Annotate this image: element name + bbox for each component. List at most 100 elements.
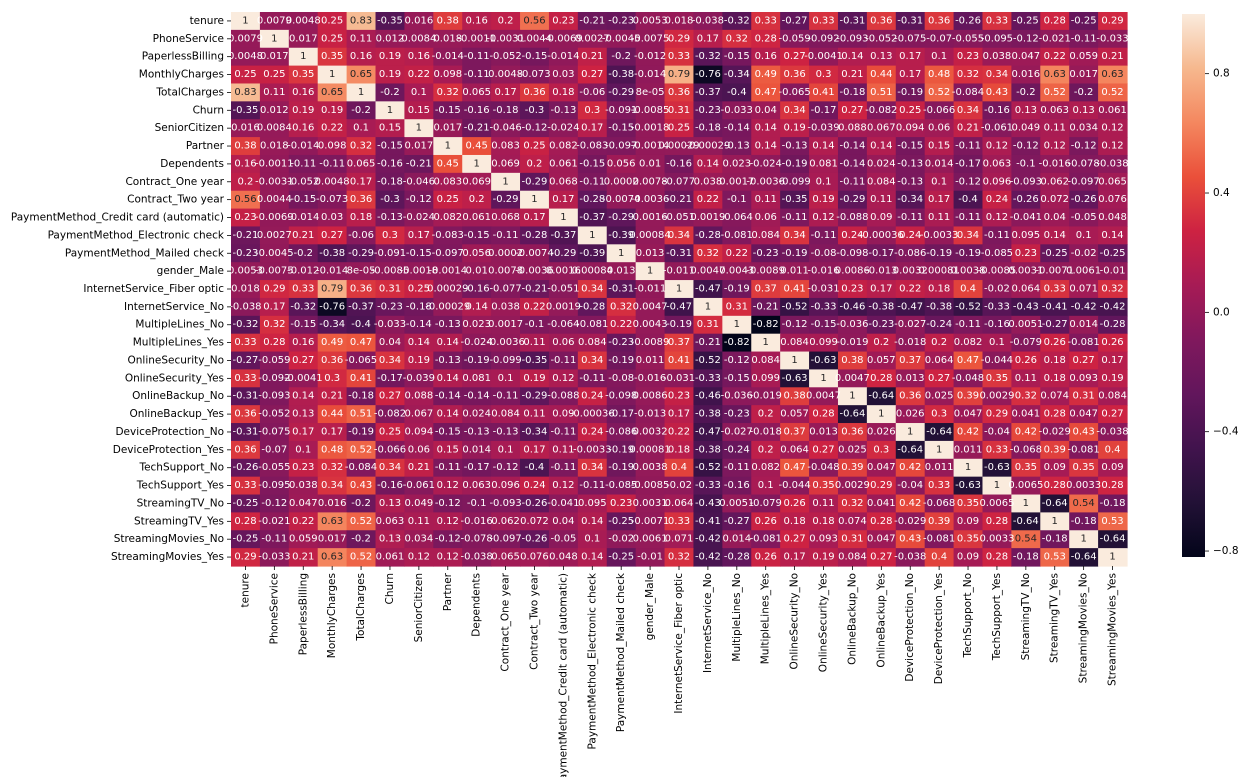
heatmap-cell (837, 65, 868, 85)
heatmap-cell (1098, 154, 1128, 174)
heatmap-cell-label: 0.56 (234, 194, 256, 205)
x-tick-label: DeviceProtection_Yes (933, 573, 945, 684)
heatmap-cell-label: 0.025 (838, 444, 867, 455)
heatmap-cell-label: -0.63 (782, 373, 808, 384)
heatmap-cell (577, 65, 608, 85)
heatmap-cell-label: 0.14 (870, 141, 892, 152)
heatmap-cell (693, 12, 723, 31)
heatmap-cell-label: 0.28 (1044, 409, 1066, 420)
heatmap-cell (231, 190, 261, 210)
heatmap-cell-label: 0.014 (462, 444, 491, 455)
heatmap-cell-label: -0.081 (750, 534, 782, 545)
heatmap-cell-label: 0.16 (234, 158, 256, 169)
heatmap-cell-label: 0.28 (234, 516, 256, 527)
heatmap-cell (809, 29, 839, 49)
heatmap-cell-label: -0.13 (550, 105, 576, 116)
heatmap-cell-label: -0.11 (955, 319, 981, 330)
heatmap-cell-label: 0.04 (379, 337, 401, 348)
heatmap-cell-label: 0.0048 (315, 176, 350, 187)
heatmap-cell (433, 226, 463, 245)
heatmap-cell (1069, 47, 1099, 67)
heatmap-cell-label: 1 (416, 123, 422, 134)
heatmap-cell-label: 0.19 (292, 105, 314, 116)
heatmap-cell (491, 208, 521, 228)
y-tick-label: DeviceProtection_Yes (113, 444, 224, 456)
heatmap-cell (1098, 65, 1128, 85)
heatmap-cell (317, 65, 348, 85)
heatmap-cell (231, 65, 261, 85)
heatmap-cell-label: -0.065 (345, 355, 377, 366)
heatmap-cell-label: -0.32 (233, 319, 259, 330)
heatmap-cell (924, 190, 955, 210)
heatmap-cell (548, 101, 579, 120)
heatmap-cell-label: -0.13 (435, 319, 461, 330)
heatmap-cell-label: 0.065 (462, 87, 491, 98)
heatmap-cell (288, 190, 319, 210)
heatmap-cell-label: -0.64 (839, 409, 865, 420)
heatmap-cell-label: 0.23 (234, 212, 256, 223)
heatmap-cell-label: -0.31 (666, 248, 692, 259)
heatmap-cell-label: -0.055 (258, 462, 290, 473)
colorbar-tick-label: 0.0 (1213, 306, 1230, 318)
heatmap-cell-label: 0.1 (816, 176, 832, 187)
heatmap-cell-label: -0.31 (233, 391, 259, 402)
heatmap-cell-label: 0.33 (292, 284, 314, 295)
heatmap-cell (317, 154, 348, 174)
heatmap-cell-label: 0.32 (957, 69, 979, 80)
heatmap-cell (577, 101, 608, 120)
heatmap-cell-label: 0.1 (1076, 230, 1092, 241)
heatmap-cell (346, 101, 377, 120)
heatmap-cell-label: -0.079 (1010, 337, 1042, 348)
heatmap-cell-label: -0.11 (955, 141, 981, 152)
heatmap-cell-label: 0.36 (668, 87, 690, 98)
heatmap-cell (924, 47, 955, 67)
heatmap-cell-label: 0.34 (379, 462, 401, 473)
heatmap-cell-label: -0.19 (782, 158, 808, 169)
heatmap-cell (953, 119, 984, 138)
heatmap-cell-label: 0.061 (462, 212, 491, 223)
heatmap-cell (924, 208, 955, 228)
heatmap-cell (346, 154, 377, 174)
heatmap-cell-label: 1 (1109, 552, 1115, 563)
heatmap-cell-label: -0.02 (1071, 248, 1097, 259)
heatmap-cell-label: -0.46 (695, 391, 721, 402)
heatmap-cell-label: -0.02 (666, 480, 692, 491)
heatmap-cell-label: 0.098 (433, 69, 462, 80)
heatmap-cell-label: -0.12 (522, 123, 548, 134)
heatmap-cell-label: 0.0047 (806, 391, 841, 402)
heatmap-cell (404, 208, 434, 228)
heatmap-cell-label: -0.21 (666, 194, 692, 205)
heatmap-cell-label: -0.29 (608, 87, 634, 98)
heatmap-cell (895, 172, 926, 192)
heatmap-cell (924, 65, 955, 85)
heatmap-cell-label: 0.14 (812, 141, 834, 152)
heatmap-cell-label: 0.47 (783, 462, 805, 473)
x-tick-label: SeniorCitizen (413, 573, 425, 642)
heatmap-cell (780, 83, 810, 102)
heatmap-cell-label: 0.074 (1040, 391, 1069, 402)
heatmap-cell-label: -0.12 (1071, 141, 1097, 152)
heatmap-cell-label: 0.067 (867, 123, 896, 134)
heatmap-cell-label: 0.013 (636, 248, 665, 259)
heatmap-cell-label: 0.19 (523, 373, 545, 384)
heatmap-cell-label: -0.2 (380, 87, 400, 98)
heatmap-cell-label: 0.52 (928, 87, 950, 98)
heatmap-cell-label: 0.047 (954, 409, 983, 420)
heatmap-cell-label: 1 (358, 87, 364, 98)
heatmap-cell-label: 0.2 (469, 194, 485, 205)
heatmap-cell-label: -0.15 (290, 319, 316, 330)
y-tick-label: InternetService_Fiber optic (83, 283, 224, 295)
heatmap-cell (1069, 154, 1099, 174)
heatmap-cell-label: -0.64 (1013, 516, 1039, 527)
heatmap-cell-label: 0.26 (1015, 355, 1037, 366)
heatmap-cell-label: 0.44 (321, 409, 343, 420)
heatmap-cell-label: 0.53 (1044, 552, 1066, 563)
heatmap-cell-label: 0.071 (665, 534, 694, 545)
heatmap-cell-label: 0.16 (292, 123, 314, 134)
heatmap-cell (751, 29, 781, 49)
heatmap-cell-label: -0.1 (727, 194, 747, 205)
heatmap-cell-label: 0.057 (780, 409, 809, 420)
heatmap-cell-label: 0.12 (408, 552, 430, 563)
heatmap-cell (837, 119, 868, 138)
